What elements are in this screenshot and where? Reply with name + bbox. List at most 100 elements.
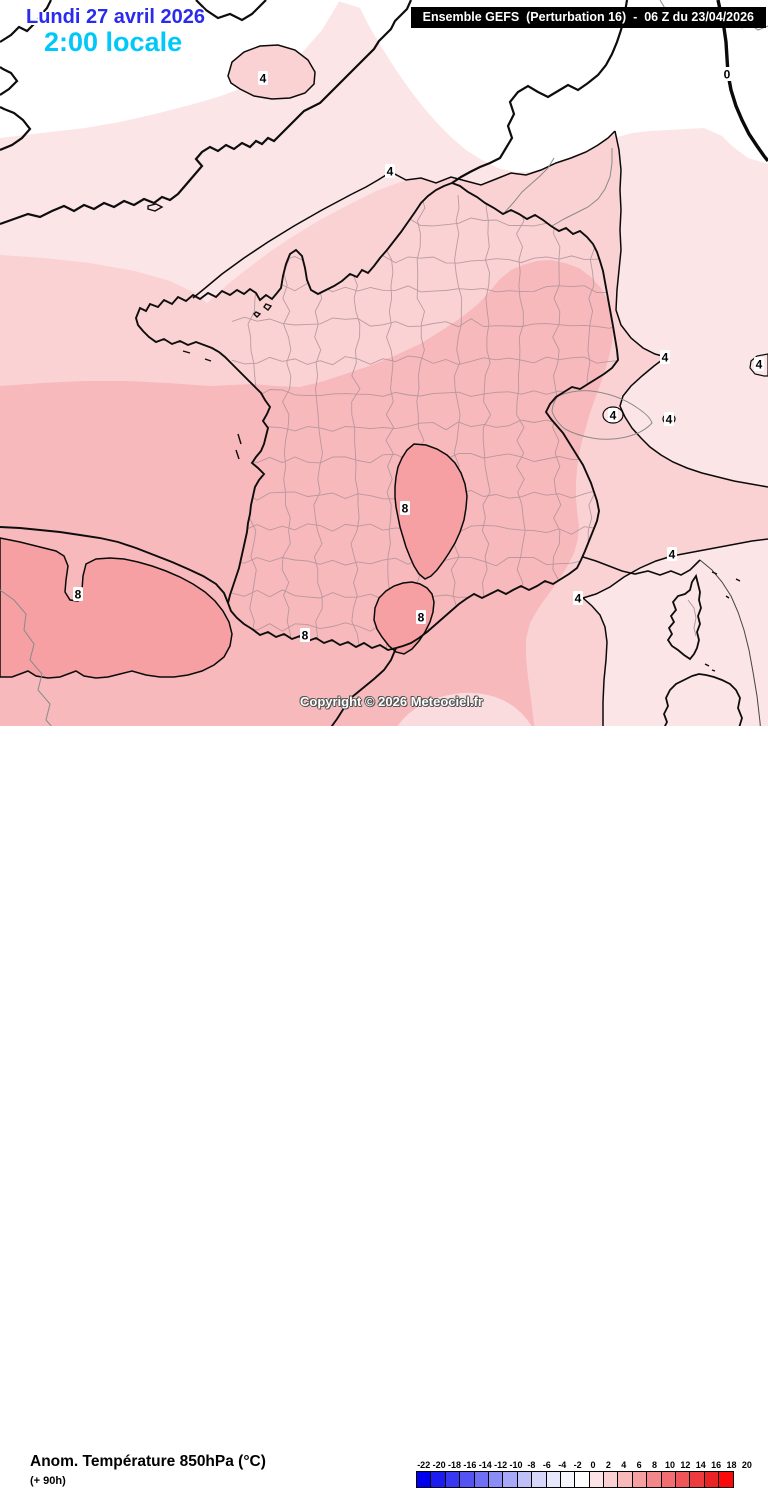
legend-label: 4 bbox=[621, 1460, 627, 1470]
legend-cell bbox=[459, 1471, 475, 1488]
contour-label-pill bbox=[664, 412, 674, 426]
contour-label-value: 4 bbox=[387, 165, 394, 179]
england-north-coast bbox=[195, 0, 267, 22]
legend-label: 16 bbox=[711, 1460, 722, 1470]
contour4-channel bbox=[192, 193, 353, 299]
contour-label-value: 8 bbox=[402, 502, 409, 516]
contour4-east bbox=[614, 130, 768, 488]
legend-label: 0 bbox=[590, 1460, 596, 1470]
legend-label: 12 bbox=[680, 1460, 691, 1470]
contour-label-pill bbox=[722, 67, 732, 81]
contour-label-pill bbox=[608, 408, 618, 422]
contour0-northeast bbox=[716, 0, 768, 163]
legend-cell bbox=[473, 1471, 489, 1488]
legend-label: -4 bbox=[558, 1460, 567, 1470]
legend-label: 10 bbox=[664, 1460, 675, 1470]
contour-label-pill bbox=[385, 164, 395, 178]
contour-label-value: 4 bbox=[669, 548, 676, 562]
department-line bbox=[384, 194, 395, 650]
belgium-netherlands-border bbox=[504, 157, 555, 213]
contour-label-value: 4 bbox=[260, 72, 267, 86]
contour-label-value: 4 bbox=[756, 358, 763, 372]
legend-cell bbox=[588, 1471, 605, 1488]
legend-label: -2 bbox=[573, 1460, 582, 1470]
legend-label: -20 bbox=[432, 1460, 446, 1470]
legend-label: 20 bbox=[741, 1460, 752, 1470]
legend-label: -8 bbox=[527, 1460, 536, 1470]
corsica-coast bbox=[666, 573, 702, 661]
contour-label-value: 0 bbox=[724, 68, 731, 82]
spain-north-coast bbox=[0, 526, 229, 604]
contour-label-pill bbox=[400, 501, 410, 515]
legend-cell bbox=[559, 1471, 576, 1488]
switzerland-border bbox=[551, 390, 653, 440]
legend-cell bbox=[675, 1471, 691, 1488]
legend-label: 8 bbox=[652, 1460, 658, 1470]
legend-cell bbox=[502, 1471, 518, 1488]
contour-label-pill bbox=[416, 610, 426, 624]
legend-cell bbox=[646, 1471, 662, 1488]
legend-label: 14 bbox=[695, 1460, 706, 1470]
benelux-denmark-coast bbox=[451, 0, 629, 184]
legend-cell bbox=[444, 1471, 461, 1488]
copyright-notice: Copyright © 2026 Meteociel.fr bbox=[300, 694, 483, 709]
contour-label-pill bbox=[258, 71, 268, 85]
legend-label: -18 bbox=[447, 1460, 461, 1470]
department-line bbox=[231, 389, 618, 400]
legend-cell bbox=[516, 1471, 533, 1488]
legend-cell bbox=[430, 1471, 446, 1488]
band-0-2-northsea bbox=[335, 0, 768, 172]
lead-time: (+ 90h) bbox=[30, 1475, 66, 1487]
footer-strip: Anom. Température 850hPa (°C) (+ 90h) -2… bbox=[0, 726, 768, 1488]
contour-label-value: 4 bbox=[575, 592, 582, 606]
legend-labels: -22 -20 -18 -16 -14 -12 -10 -8 -6 -4 -2 0 2 4 6 8 10 12 14… bbox=[416, 1460, 755, 1470]
contour-label-pill bbox=[754, 357, 764, 371]
department-line bbox=[450, 194, 463, 650]
legend-cell bbox=[531, 1471, 547, 1488]
germany-border bbox=[551, 148, 613, 227]
contour-label-pill bbox=[573, 591, 583, 605]
legend-cell bbox=[603, 1471, 619, 1488]
department-line bbox=[231, 253, 618, 264]
legend-label: -6 bbox=[542, 1460, 551, 1470]
contour-labels: 0 4 4 4 4 4 4 4 4 8 8 8 8 bbox=[73, 67, 764, 643]
department-line bbox=[481, 194, 492, 650]
legend-cell bbox=[545, 1471, 561, 1488]
contour-label-value: 8 bbox=[418, 611, 425, 625]
legend-label: -22 bbox=[417, 1460, 431, 1470]
contour-label-pill bbox=[300, 628, 310, 642]
legend-label: -10 bbox=[509, 1460, 523, 1470]
wales-coast bbox=[0, 0, 52, 152]
model-run-banner: Ensemble GEFS (Perturbation 16) - 06 Z d… bbox=[410, 7, 766, 28]
department-line bbox=[231, 316, 618, 329]
contour-label-pill bbox=[667, 547, 677, 561]
department-line bbox=[414, 194, 426, 650]
legend-cell bbox=[617, 1471, 633, 1488]
england-south-coast bbox=[0, 0, 413, 226]
contour-label-value: 4 bbox=[666, 413, 673, 427]
corsica-department-border bbox=[687, 599, 697, 637]
contour-lines bbox=[0, 0, 768, 768]
legend-cell bbox=[703, 1471, 720, 1488]
legend-boxes bbox=[416, 1471, 755, 1488]
legend-cell bbox=[416, 1471, 432, 1488]
legend-label: -16 bbox=[463, 1460, 477, 1470]
liguria-coast bbox=[582, 556, 701, 576]
legend-cell bbox=[487, 1471, 504, 1488]
weather-anomaly-map: 0 4 4 4 4 4 4 4 4 8 8 8 8 bbox=[0, 0, 768, 768]
department-line bbox=[231, 282, 618, 294]
forecast-date: Lundi 27 avril 2026 bbox=[26, 6, 205, 28]
legend-cell bbox=[660, 1471, 677, 1488]
forecast-time: 2:00 locale bbox=[44, 27, 183, 57]
contour-label-value: 4 bbox=[662, 351, 669, 365]
legend-cell bbox=[718, 1471, 734, 1488]
parameter-title: Anom. Température 850hPa (°C) bbox=[30, 1453, 266, 1470]
department-line bbox=[515, 194, 526, 650]
contour-label-value: 8 bbox=[302, 629, 309, 643]
contour-label-pill bbox=[660, 350, 670, 364]
legend-label: 18 bbox=[726, 1460, 737, 1470]
band-0-2-uk bbox=[0, 0, 340, 138]
small-islands bbox=[147, 203, 741, 672]
department-line bbox=[231, 355, 618, 366]
legend-label: 6 bbox=[636, 1460, 642, 1470]
